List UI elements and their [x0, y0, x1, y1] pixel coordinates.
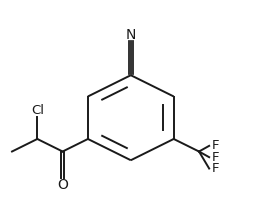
Text: O: O: [57, 178, 68, 192]
Text: F: F: [211, 139, 219, 152]
Text: F: F: [211, 151, 219, 164]
Text: F: F: [211, 162, 219, 175]
Text: N: N: [126, 28, 136, 42]
Text: Cl: Cl: [31, 104, 44, 117]
